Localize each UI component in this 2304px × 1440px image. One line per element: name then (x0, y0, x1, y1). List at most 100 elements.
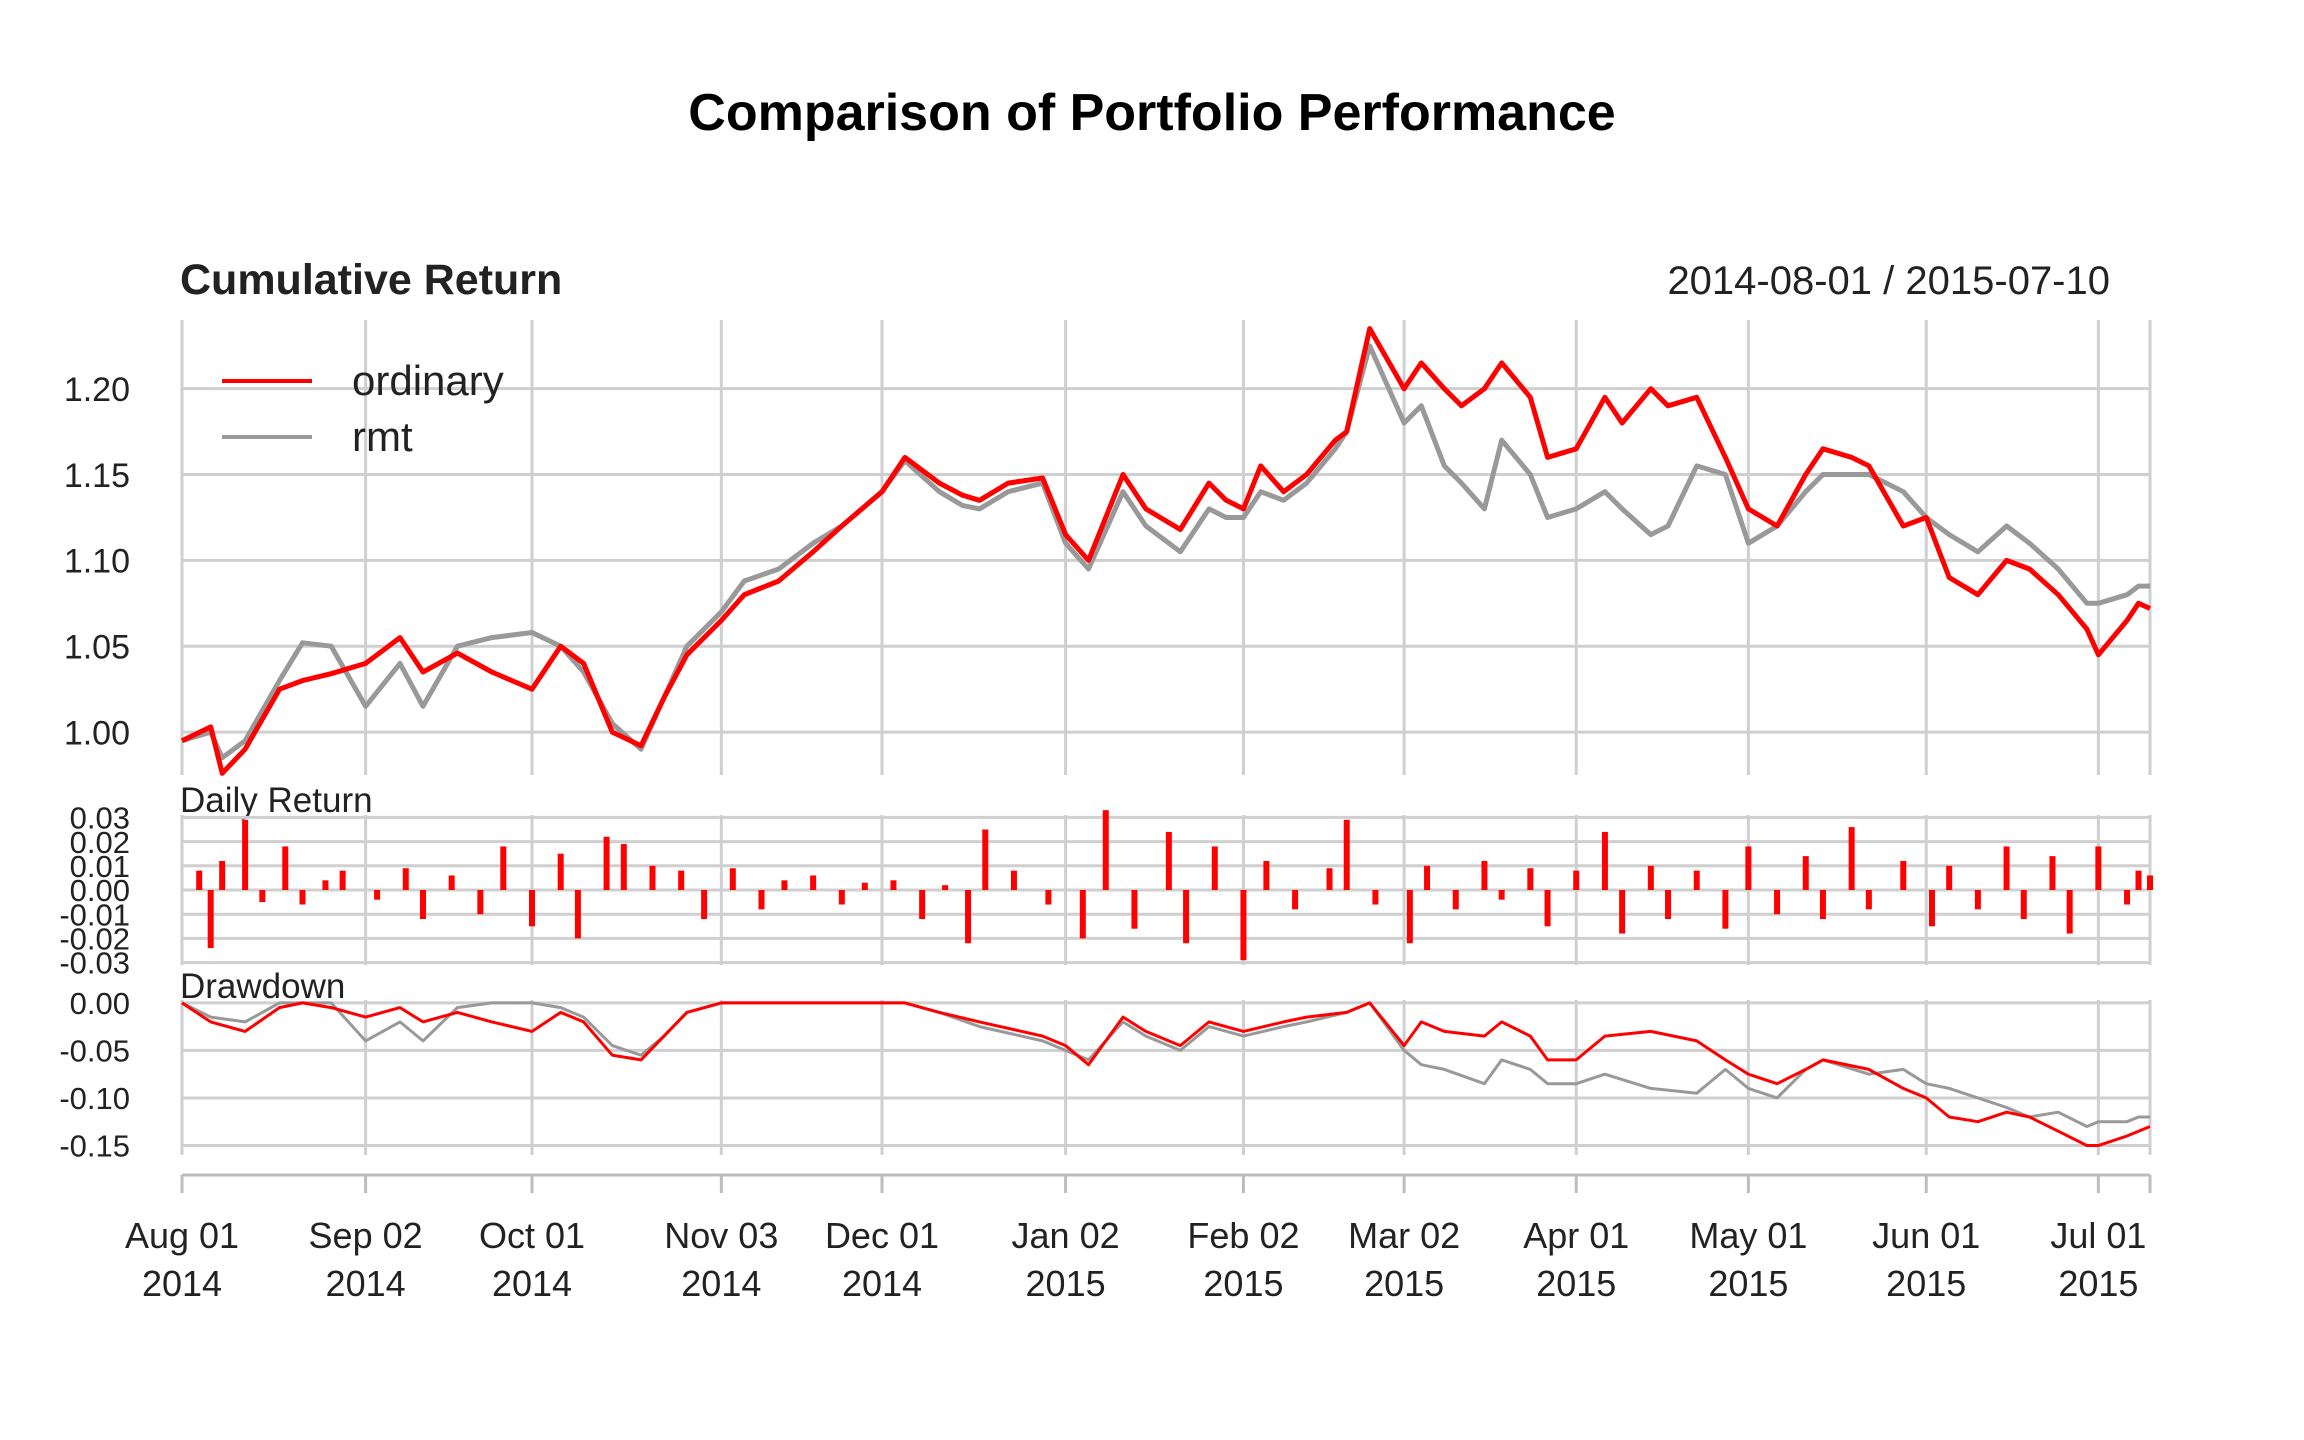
panel-title-daily-return: Daily Return (180, 781, 373, 820)
x-tick-year-10: 2015 (1886, 1263, 1966, 1304)
x-tick-label-5: Jan 02 (1012, 1215, 1120, 1256)
y-tick-label-drawdown-1: -0.10 (59, 1081, 130, 1116)
bar-ordinary-19 (620, 844, 627, 890)
x-tick-label-1: Sep 02 (309, 1215, 423, 1256)
x-tick-label-2: Oct 01 (479, 1215, 585, 1256)
series-lines (180, 326, 2152, 1147)
grid-lines (180, 320, 2152, 1155)
bar-ordinary-78 (2135, 870, 2142, 890)
bar-ordinary-60 (1693, 870, 1700, 890)
bar-ordinary-11 (419, 890, 426, 920)
y-tick-label-cumulative-return-2: 1.10 (64, 543, 130, 581)
y-tick-label-drawdown-3: 0.00 (70, 986, 130, 1021)
bar-ordinary-70 (1946, 865, 1953, 890)
bar-ordinary-28 (861, 882, 868, 890)
series-line-cumulative-return-rmt (181, 343, 2150, 761)
bar-ordinary-49 (1424, 865, 1431, 890)
bar-ordinary-52 (1498, 890, 1505, 900)
x-tick-label-10: Jun 01 (1872, 1215, 1980, 1256)
bar-ordinary-44 (1292, 890, 1299, 910)
bar-ordinary-32 (965, 890, 972, 944)
y-tick-label-cumulative-return-1: 1.05 (64, 628, 130, 666)
bar-ordinary-25 (781, 880, 788, 890)
bar-ordinary-66 (1848, 827, 1855, 890)
bar-ordinary-22 (701, 890, 708, 920)
y-tick-label-daily-return-3: 0.00 (70, 873, 130, 908)
y-tick-labels: 1.001.051.101.151.20-0.03-0.02-0.010.000… (59, 371, 130, 1164)
bar-ordinary-47 (1372, 890, 1379, 905)
bar-ordinary-54 (1544, 890, 1551, 927)
bar-ordinary-71 (1974, 890, 1981, 910)
bar-ordinary-9 (374, 890, 381, 900)
x-tick-year-9: 2015 (1708, 1263, 1788, 1304)
y-tick-label-daily-return-0: -0.03 (59, 946, 130, 981)
bar-ordinary-26 (810, 875, 817, 890)
bar-ordinary-76 (2095, 846, 2102, 890)
bar-ordinary-57 (1619, 890, 1626, 934)
bar-ordinary-8 (339, 870, 346, 890)
y-tick-label-daily-return-4: 0.01 (70, 849, 130, 884)
bar-ordinary-63 (1774, 890, 1781, 915)
bar-ordinary-0 (196, 870, 203, 890)
x-tick-label-11: Jul 01 (2050, 1215, 2146, 1256)
bar-ordinary-55 (1573, 870, 1580, 890)
bar-ordinary-67 (1865, 890, 1872, 910)
x-tick-labels: Aug 01 2014 Sep 02 2014 Oct 01 2014 Nov 03 2014… (125, 1215, 2146, 1304)
bar-ordinary-17 (574, 890, 581, 939)
bar-ordinary-36 (1079, 890, 1086, 939)
bar-ordinary-13 (477, 890, 484, 915)
x-tick-year-11: 2015 (2058, 1263, 2138, 1304)
x-tick-label-0: Aug 01 (125, 1215, 239, 1256)
bar-ordinary-74 (2049, 856, 2056, 890)
x-tick-year-0: 2014 (142, 1263, 222, 1304)
bar-ordinary-21 (678, 870, 685, 890)
bar-ordinary-34 (1010, 870, 1017, 890)
bar-ordinary-12 (448, 875, 455, 890)
bar-ordinary-62 (1745, 846, 1752, 890)
bar-ordinary-59 (1665, 890, 1672, 920)
bar-ordinary-15 (528, 890, 535, 927)
bar-ordinary-5 (282, 846, 289, 890)
bar-ordinary-58 (1647, 865, 1654, 890)
bar-ordinary-75 (2066, 890, 2073, 934)
axes (180, 1173, 2152, 1193)
bar-ordinary-16 (557, 853, 564, 890)
panel-title-cumulative-return: Cumulative Return (180, 256, 562, 304)
legend-label-ordinary: ordinary (352, 357, 504, 404)
y-tick-label-daily-return-6: 0.03 (70, 801, 130, 836)
x-tick-year-6: 2015 (1203, 1263, 1283, 1304)
y-tick-label-daily-return-5: 0.02 (70, 825, 130, 860)
bar-ordinary-45 (1326, 868, 1333, 890)
bar-ordinary-69 (1928, 890, 1935, 927)
y-tick-label-cumulative-return-3: 1.15 (64, 457, 130, 495)
bar-ordinary-73 (2020, 890, 2027, 920)
bar-ordinary-77 (2124, 890, 2131, 905)
bar-ordinary-24 (758, 890, 765, 910)
x-tick-year-8: 2015 (1536, 1263, 1616, 1304)
x-tick-label-3: Nov 03 (664, 1215, 778, 1256)
series-line-drawdown-rmt (181, 1001, 2150, 1128)
bar-ordinary-4 (259, 890, 266, 903)
x-tick-year-2: 2014 (492, 1263, 572, 1304)
x-tick-year-4: 2014 (842, 1263, 922, 1304)
chart-title: Comparison of Portfolio Performance (688, 84, 1615, 142)
x-tick-year-7: 2015 (1364, 1263, 1444, 1304)
bar-ordinary-18 (603, 836, 610, 890)
series-line-drawdown-ordinary (181, 1001, 2151, 1147)
bar-ordinary-68 (1900, 860, 1907, 890)
bar-ordinary-35 (1045, 890, 1052, 905)
date-range-label: 2014-08-01 / 2015-07-10 (1667, 259, 2110, 303)
y-tick-label-daily-return-2: -0.01 (59, 897, 130, 932)
bar-ordinary-64 (1802, 856, 1809, 890)
x-tick-year-3: 2014 (681, 1263, 761, 1304)
bar-ordinary-38 (1131, 890, 1138, 929)
bar-ordinary-79 (2147, 875, 2153, 890)
bar-ordinary-3 (242, 819, 249, 890)
x-tick-label-6: Feb 02 (1187, 1215, 1299, 1256)
bar-ordinary-2 (219, 860, 226, 890)
x-tick-label-8: Apr 01 (1523, 1215, 1629, 1256)
y-tick-label-cumulative-return-0: 1.00 (64, 714, 130, 752)
bar-ordinary-42 (1240, 890, 1247, 961)
series-line-cumulative-return-ordinary (180, 326, 2152, 776)
bar-ordinary-72 (2003, 846, 2010, 890)
